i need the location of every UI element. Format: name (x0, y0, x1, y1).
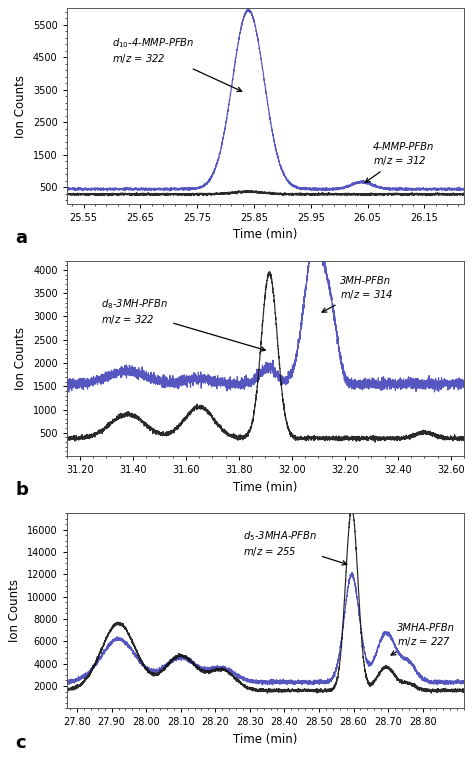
Y-axis label: Ion Counts: Ion Counts (14, 327, 27, 390)
Y-axis label: Ion Counts: Ion Counts (14, 74, 27, 138)
X-axis label: Time (min): Time (min) (233, 229, 298, 241)
Text: 4-MMP-PFBn
$m/z$ = 312: 4-MMP-PFBn $m/z$ = 312 (365, 142, 435, 182)
Text: c: c (15, 734, 26, 752)
Text: b: b (15, 481, 28, 500)
Text: 3MHA-PFBn
$m/z$ = 227: 3MHA-PFBn $m/z$ = 227 (391, 623, 455, 655)
X-axis label: Time (min): Time (min) (233, 481, 298, 494)
Text: $d_5$-3MHA-PFBn
$m/z$ = 255: $d_5$-3MHA-PFBn $m/z$ = 255 (243, 528, 347, 565)
Text: $d_8$-3MH-PFBn
$m/z$ = 322: $d_8$-3MH-PFBn $m/z$ = 322 (101, 298, 265, 351)
Text: 3MH-PFBn
$m/z$ = 314: 3MH-PFBn $m/z$ = 314 (322, 276, 393, 312)
X-axis label: Time (min): Time (min) (233, 733, 298, 746)
Y-axis label: Ion Counts: Ion Counts (9, 579, 21, 642)
Text: $d_{10}$-4-MMP-PFBn
$m/z$ = 322: $d_{10}$-4-MMP-PFBn $m/z$ = 322 (112, 36, 242, 92)
Text: a: a (15, 229, 27, 247)
